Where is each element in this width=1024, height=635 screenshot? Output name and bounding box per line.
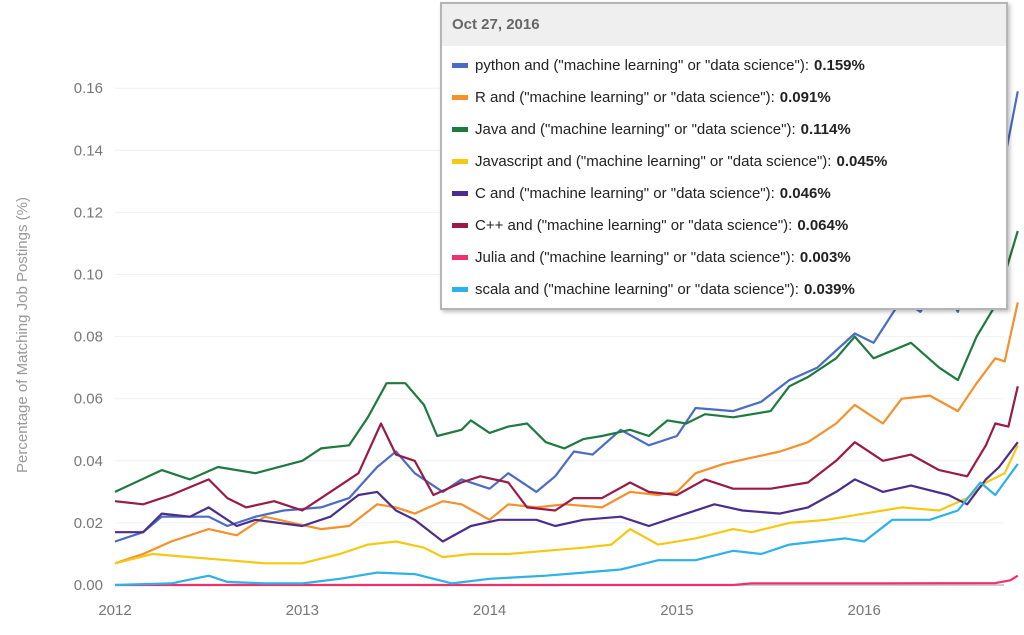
series-line-java — [114, 230, 1019, 493]
series-line-julia — [115, 574, 1019, 587]
series-line-javascript — [114, 444, 1019, 565]
y-tick-label: 0.12 — [74, 204, 103, 221]
tooltip-series-label: Javascript and ("machine learning" or "d… — [475, 153, 832, 170]
y-tick-label: 0.10 — [74, 267, 103, 284]
y-tick-label: 0.00 — [74, 577, 103, 594]
tooltip-row: R and ("machine learning" or "data scien… — [442, 82, 1006, 114]
series-line-cpp — [114, 386, 1019, 512]
legend-swatch-icon — [452, 222, 468, 228]
tooltip-series-value: 0.045% — [836, 153, 888, 170]
y-tick-label: 0.14 — [74, 142, 103, 159]
tooltip-series-label: Java and ("machine learning" or "data sc… — [475, 121, 796, 138]
tooltip-series-value: 0.064% — [797, 217, 849, 234]
legend-swatch-icon — [452, 94, 468, 100]
legend-swatch-icon — [452, 190, 468, 196]
series-line-c — [115, 441, 1019, 543]
y-tick-label: 0.02 — [74, 515, 103, 532]
tooltip-row: Java and ("machine learning" or "data sc… — [442, 114, 1006, 146]
legend-swatch-icon — [452, 286, 468, 292]
tooltip-row: Javascript and ("machine learning" or "d… — [442, 146, 1006, 178]
x-axis-ticks: 2012 2013 2014 2015 2016 — [98, 602, 881, 619]
y-axis-label: Percentage of Matching Job Postings (%) — [14, 197, 31, 473]
tooltip-row: C++ and ("machine learning" or "data sci… — [442, 210, 1006, 242]
legend-swatch-icon — [452, 126, 468, 132]
y-tick-label: 0.16 — [74, 80, 103, 97]
tooltip-row: Julia and ("machine learning" or "data s… — [442, 242, 1006, 274]
y-tick-label: 0.08 — [74, 329, 103, 346]
tooltip-series-value: 0.091% — [779, 89, 831, 106]
x-tick-label: 2016 — [848, 602, 881, 619]
hover-tooltip: Oct 27, 2016 python and ("machine learni… — [440, 2, 1008, 310]
tooltip-series-label: R and ("machine learning" or "data scien… — [475, 89, 775, 106]
series-line-r — [114, 302, 1019, 565]
series-line-scala — [114, 463, 1019, 587]
tooltip-series-label: Julia and ("machine learning" or "data s… — [475, 249, 795, 266]
tooltip-row: C and ("machine learning" or "data scien… — [442, 178, 1006, 210]
legend-swatch-icon — [452, 62, 468, 68]
tooltip-series-value: 0.159% — [813, 57, 865, 74]
tooltip-series-value: 0.046% — [779, 185, 831, 202]
tooltip-date: Oct 27, 2016 — [442, 4, 1006, 46]
legend-swatch-icon — [452, 254, 468, 260]
tooltip-series-label: C and ("machine learning" or "data scien… — [475, 185, 775, 202]
x-tick-label: 2015 — [660, 602, 693, 619]
tooltip-row: python and ("machine learning" or "data … — [442, 50, 1006, 82]
x-tick-label: 2012 — [98, 602, 131, 619]
y-axis-ticks: 0.00 0.02 0.04 0.06 0.08 0.10 0.12 0.14 0.16 — [74, 80, 103, 594]
tooltip-series-value: 0.039% — [803, 281, 855, 298]
tooltip-series-label: scala and ("machine learning" or "data s… — [475, 281, 799, 298]
tooltip-series-value: 0.003% — [799, 249, 851, 266]
tooltip-series-value: 0.114% — [800, 121, 851, 138]
x-tick-label: 2014 — [473, 602, 506, 619]
tooltip-series-label: C++ and ("machine learning" or "data sci… — [475, 217, 793, 234]
legend-swatch-icon — [452, 158, 468, 164]
x-tick-label: 2013 — [286, 602, 319, 619]
y-tick-label: 0.06 — [74, 391, 103, 408]
tooltip-row: scala and ("machine learning" or "data s… — [442, 274, 1006, 306]
y-tick-label: 0.04 — [74, 453, 103, 470]
tooltip-series-label: python and ("machine learning" or "data … — [475, 57, 809, 74]
